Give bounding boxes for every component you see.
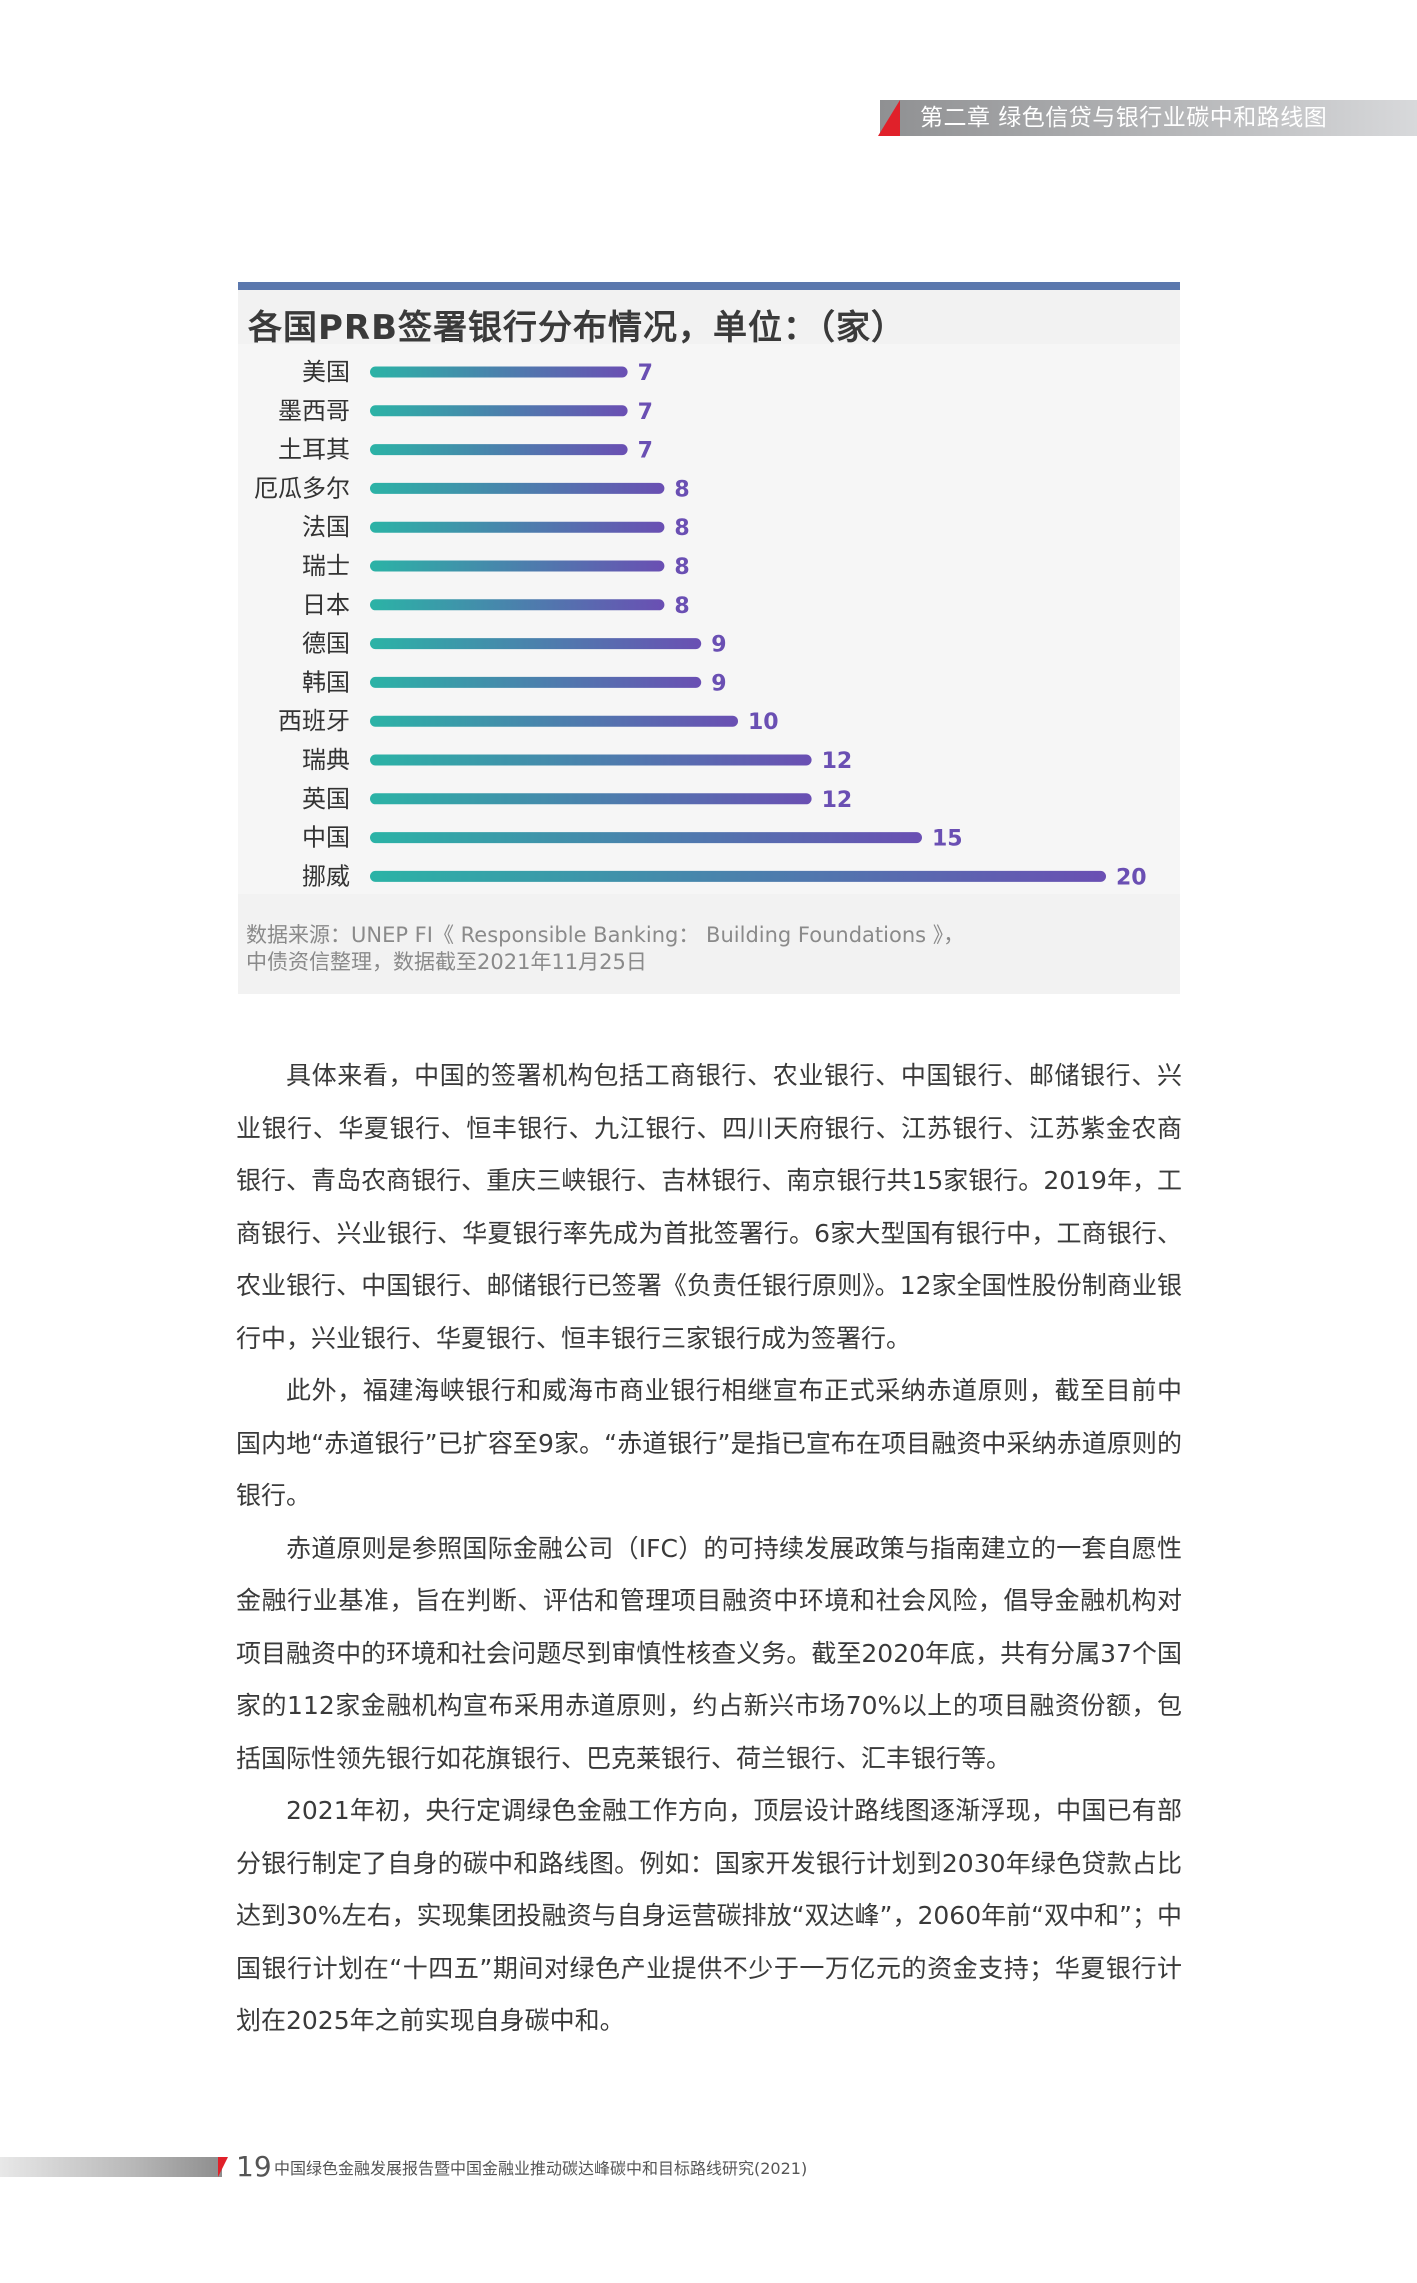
bar [370, 482, 665, 494]
value-label: 9 [711, 633, 726, 658]
bar [370, 560, 665, 572]
paragraph: 2021年初，央行定调绿色金融工作方向，顶层设计路线图逐渐浮现，中国已有部分银行… [236, 1796, 1182, 2035]
category-label: 中国 [302, 824, 350, 852]
bar [370, 832, 922, 844]
category-label: 瑞典 [302, 746, 350, 774]
category-label: 英国 [302, 785, 350, 813]
value-label: 7 [638, 400, 653, 425]
bar [370, 676, 702, 688]
value-label: 8 [674, 516, 689, 541]
category-label: 厄瓜多尔 [254, 474, 350, 502]
chart-source-line-1: 数据来源：UNEP FI《 Responsible Banking： Build… [246, 923, 965, 947]
category-label: 德国 [302, 630, 350, 658]
bar-chart: 美国 7 墨西哥 7 土耳其 7 厄瓜多尔 8 法国 8 瑞士 8 日本 8 德国 9 韩国 9 西班牙 10 瑞典 12… [254, 358, 1147, 890]
chapter-header-band [880, 100, 1417, 136]
chart-plot-area: 美国 7 墨西哥 7 土耳其 7 厄瓜多尔 8 法国 8 瑞士 8 日本 8 德国 9 韩国 9 西班牙 10 瑞典 12… [238, 344, 1180, 894]
body-text: 具体来看，中国的签署机构包括工商银行、农业银行、中国银行、邮储银行、兴业银行、华… [236, 1050, 1182, 2048]
bar [370, 599, 665, 611]
category-label: 日本 [302, 591, 350, 619]
chart-title: 各国PRB签署银行分布情况，单位：（家） [248, 308, 907, 348]
chart-top-rule [238, 282, 1180, 290]
value-label: 20 [1116, 865, 1147, 890]
value-label: 15 [932, 827, 963, 852]
footer-band [0, 2157, 222, 2177]
category-label: 西班牙 [278, 707, 350, 735]
paragraph: 赤道原则是参照国际金融公司（IFC）的可持续发展政策与指南建立的一套自愿性金融行… [236, 1533, 1182, 1773]
bar [370, 405, 628, 417]
header-red-accent [878, 100, 900, 136]
bar [370, 444, 628, 456]
footer-red-accent [218, 2157, 228, 2177]
bar [370, 754, 812, 766]
publication-title: 中国绿色金融发展报告暨中国金融业推动碳达峰碳中和目标路线研究(2021) [274, 2159, 808, 2178]
chart-figure: 各国PRB签署银行分布情况，单位：（家） 美国 7 墨西哥 7 土耳其 7 厄瓜多尔 8 法国 8… [238, 282, 1180, 994]
value-label: 12 [822, 749, 853, 774]
value-label: 7 [638, 439, 653, 464]
bar [370, 793, 812, 805]
category-label: 土耳其 [278, 436, 350, 464]
chapter-title: 第二章 绿色信贷与银行业碳中和路线图 [920, 105, 1328, 131]
value-label: 8 [674, 477, 689, 502]
category-label: 美国 [302, 358, 350, 386]
chart-source-line-2: 中债资信整理，数据截至2021年11月25日 [246, 950, 647, 974]
bar [370, 870, 1106, 882]
category-label: 瑞士 [302, 552, 350, 580]
paragraph: 具体来看，中国的签署机构包括工商银行、农业银行、中国银行、邮储银行、兴业银行、华… [236, 1061, 1182, 1353]
category-label: 挪威 [302, 862, 350, 890]
value-label: 7 [638, 361, 653, 386]
bar [370, 715, 738, 727]
value-label: 8 [674, 594, 689, 619]
paragraph: 此外，福建海峡银行和威海市商业银行相继宣布正式采纳赤道原则，截至目前中国内地“赤… [236, 1376, 1182, 1510]
value-label: 9 [711, 671, 726, 696]
page-number: 19 [236, 2150, 272, 2183]
category-label: 法国 [302, 513, 350, 541]
bar [370, 638, 702, 650]
value-label: 8 [674, 555, 689, 580]
chart-source-note: 数据来源：UNEP FI《 Responsible Banking： Build… [246, 922, 964, 976]
category-label: 韩国 [302, 668, 350, 696]
bar [370, 366, 628, 378]
bar [370, 521, 665, 533]
category-label: 墨西哥 [278, 397, 350, 425]
value-label: 12 [822, 788, 853, 813]
value-label: 10 [748, 710, 779, 735]
